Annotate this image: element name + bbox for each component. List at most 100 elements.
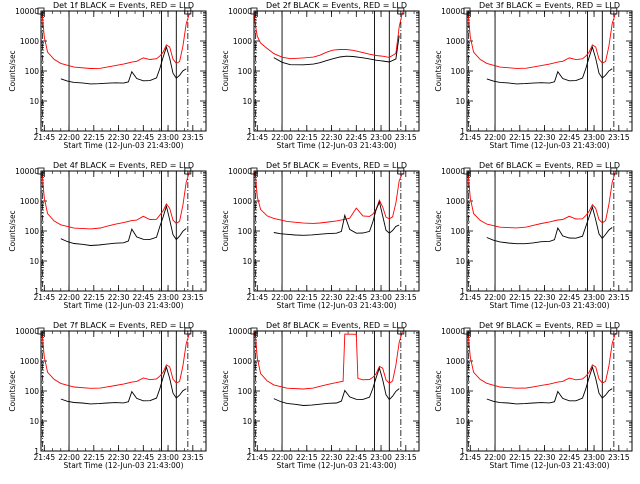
y-tick-label: 100 <box>451 227 466 236</box>
x-tick-label: 23:00 <box>370 293 392 302</box>
y-tick-label: 10000 <box>441 7 465 16</box>
y-tick-label: 100 <box>238 227 253 236</box>
panel-det-4: Det 4f BLACK = Events, RED = LLD 1 10 100 10… <box>8 161 207 310</box>
x-tick-label: 22:15 <box>509 453 531 462</box>
y-tick-label: 10000 <box>15 167 39 176</box>
x-tick-label: 21:45 <box>246 453 268 462</box>
panel-det-6: Det 6f BLACK = Events, RED = LLD 1 10 100 10… <box>434 161 633 310</box>
y-tick-label: 10000 <box>441 167 465 176</box>
x-tick-label: 22:00 <box>484 133 506 142</box>
x-tick-label: 22:45 <box>132 293 154 302</box>
x-tick-label: 22:15 <box>296 453 318 462</box>
plot-frame <box>466 170 633 292</box>
y-tick-label: 1 <box>460 287 465 296</box>
series-line-lld <box>41 331 190 389</box>
panel-det-2: Det 2f BLACK = Events, RED = LLD 1 10 100 10… <box>221 1 420 150</box>
x-tick-label: 23:15 <box>182 453 204 462</box>
y-axis-label: Counts/sec <box>221 210 230 251</box>
series-line-events <box>486 45 613 85</box>
x-tick-label: 23:15 <box>608 453 630 462</box>
y-tick-label: 1 <box>247 127 252 136</box>
y-tick-label: 10000 <box>228 7 252 16</box>
y-tick-label: 1 <box>247 447 252 456</box>
x-tick-label: 22:15 <box>83 293 105 302</box>
y-tick-label: 1000 <box>446 37 465 46</box>
x-tick-label: 22:15 <box>83 453 105 462</box>
x-axis-label: Start Time (12-Jun-03 21:43:00) <box>64 141 184 150</box>
y-tick-label: 1000 <box>20 357 39 366</box>
x-tick-label: 22:30 <box>108 293 130 302</box>
y-tick-label: 100 <box>25 67 40 76</box>
y-tick-label: 10000 <box>15 7 39 16</box>
panel-det-7: Det 7f BLACK = Events, RED = LLD 1 10 100 10… <box>8 321 207 470</box>
x-tick-label: 23:15 <box>395 453 417 462</box>
x-tick-label: 22:45 <box>345 453 367 462</box>
panel-title: Det 8f BLACK = Events, RED = LLD <box>266 321 407 330</box>
y-axis-label: Counts/sec <box>221 50 230 91</box>
x-tick-label: 22:00 <box>271 453 293 462</box>
series-line-events <box>60 45 187 85</box>
x-tick-label: 22:30 <box>108 453 130 462</box>
x-tick-label: 22:30 <box>534 133 556 142</box>
x-tick-label: 22:15 <box>83 133 105 142</box>
series-line-events <box>486 205 613 245</box>
x-tick-label: 21:45 <box>246 133 268 142</box>
x-axis-label: Start Time (12-Jun-03 21:43:00) <box>490 461 610 470</box>
y-tick-label: 1 <box>460 447 465 456</box>
x-tick-label: 22:30 <box>108 133 130 142</box>
y-tick-label: 10 <box>455 257 465 266</box>
x-tick-label: 23:15 <box>608 133 630 142</box>
series-line-lld <box>254 11 403 60</box>
series-line-lld <box>254 171 403 224</box>
x-tick-label: 23:15 <box>182 133 204 142</box>
x-tick-label: 22:15 <box>296 293 318 302</box>
y-tick-label: 10 <box>29 417 39 426</box>
panel-det-5: Det 5f BLACK = Events, RED = LLD 1 10 100 10… <box>221 161 420 310</box>
x-axis-label: Start Time (12-Jun-03 21:43:00) <box>490 141 610 150</box>
y-tick-label: 100 <box>451 387 466 396</box>
y-tick-label: 1 <box>247 287 252 296</box>
y-tick-label: 10 <box>242 257 252 266</box>
plot-frame <box>466 330 633 452</box>
series-line-lld <box>467 11 616 69</box>
panel-title: Det 6f BLACK = Events, RED = LLD <box>479 161 620 170</box>
panel-title: Det 7f BLACK = Events, RED = LLD <box>53 321 194 330</box>
x-tick-label: 22:00 <box>484 293 506 302</box>
x-tick-label: 22:00 <box>271 133 293 142</box>
series-line-lld <box>41 171 190 230</box>
x-tick-label: 21:45 <box>33 133 55 142</box>
x-tick-label: 22:15 <box>296 133 318 142</box>
series-line-events <box>273 200 400 236</box>
x-tick-label: 22:00 <box>484 453 506 462</box>
x-tick-label: 23:00 <box>157 133 179 142</box>
y-axis-label: Counts/sec <box>434 370 443 411</box>
series-line-lld <box>467 331 616 389</box>
x-tick-label: 23:00 <box>583 293 605 302</box>
y-tick-label: 1000 <box>446 357 465 366</box>
x-tick-label: 23:15 <box>395 293 417 302</box>
x-axis-label: Start Time (12-Jun-03 21:43:00) <box>277 461 397 470</box>
y-tick-label: 1000 <box>20 197 39 206</box>
panel-title: Det 5f BLACK = Events, RED = LLD <box>266 161 407 170</box>
y-tick-label: 10 <box>29 97 39 106</box>
y-tick-label: 100 <box>451 67 466 76</box>
series-line-events <box>273 366 400 406</box>
y-tick-label: 100 <box>25 227 40 236</box>
x-tick-label: 22:45 <box>345 293 367 302</box>
y-tick-label: 10000 <box>441 327 465 336</box>
plot-frame <box>253 330 420 452</box>
y-tick-label: 1000 <box>446 197 465 206</box>
x-tick-label: 21:45 <box>459 133 481 142</box>
x-tick-label: 23:00 <box>370 133 392 142</box>
panel-det-8: Det 8f BLACK = Events, RED = LLD 1 10 100 10… <box>221 321 420 470</box>
panel-title: Det 4f BLACK = Events, RED = LLD <box>53 161 194 170</box>
x-axis-label: Start Time (12-Jun-03 21:43:00) <box>64 461 184 470</box>
x-tick-label: 22:30 <box>534 453 556 462</box>
x-tick-label: 22:15 <box>509 133 531 142</box>
x-tick-label: 22:00 <box>58 453 80 462</box>
x-tick-label: 23:00 <box>583 453 605 462</box>
series-line-lld <box>254 331 403 390</box>
y-tick-label: 100 <box>25 387 40 396</box>
panel-det-1: Det 1f BLACK = Events, RED = LLD 1 10 100 10… <box>8 1 207 150</box>
